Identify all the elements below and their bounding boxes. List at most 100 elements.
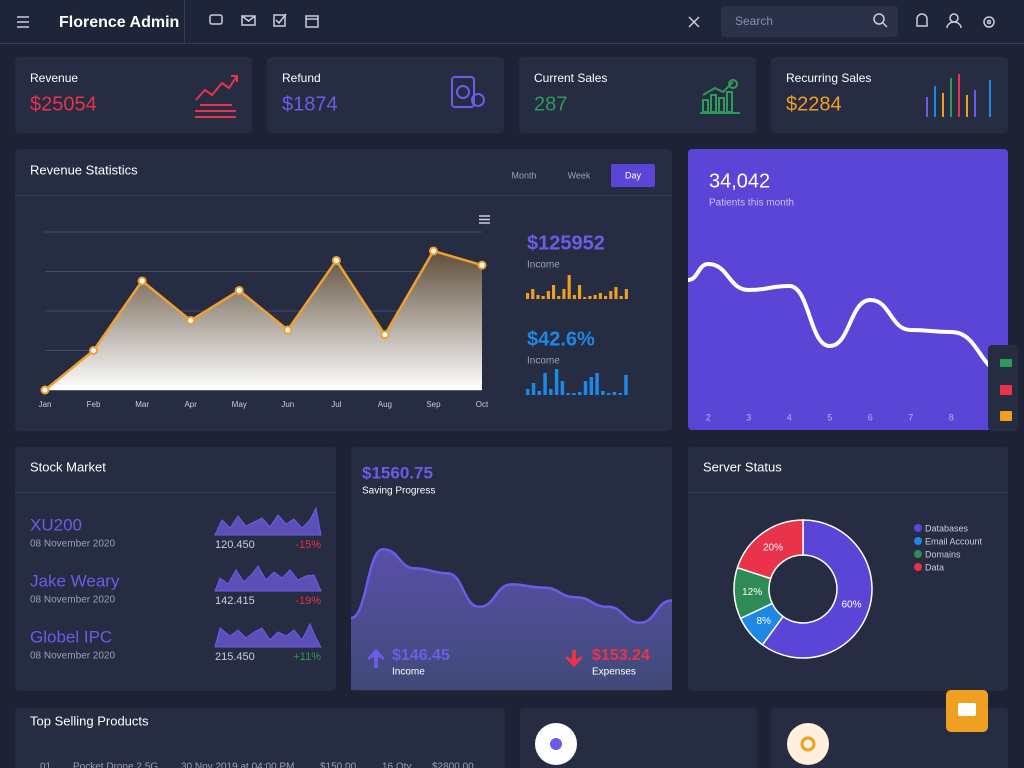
point [40, 385, 50, 395]
tab-active-bg[interactable] [611, 164, 655, 187]
legend-label: Email Account [925, 536, 983, 546]
settings-icon[interactable] [983, 16, 995, 28]
stat-label: Current Sales [534, 71, 607, 85]
menu-button[interactable] [17, 16, 29, 28]
stock-date: 08 November 2020 [30, 651, 115, 662]
legend-swatch [914, 563, 922, 571]
toolbar-icon[interactable] [1000, 359, 1012, 367]
stat-card [267, 57, 504, 133]
legend-label: Databases [925, 523, 969, 533]
slice-label: 20% [763, 542, 783, 553]
area [45, 250, 482, 390]
stat-value: $2284 [786, 93, 842, 115]
line [44, 249, 483, 391]
mini-bar [567, 275, 571, 299]
mini-bar [572, 295, 576, 299]
tab[interactable]: Day [625, 170, 642, 180]
toolbar-icon[interactable] [1000, 385, 1012, 395]
donut-slice [736, 519, 804, 580]
toolbar-icon[interactable] [1000, 411, 1012, 421]
table-cell: $150.00 [320, 762, 357, 768]
patients-chart: 2 3 4 5 6 7 8 [687, 261, 1009, 422]
stock-rows: XU200 08 November 2020 120.450 -15% Jake Wea… [30, 506, 322, 663]
mini-bar [566, 393, 570, 395]
point [89, 346, 99, 355]
patients-value: 34,042 [709, 170, 770, 192]
task-icon[interactable] [273, 13, 287, 27]
x-tick-label: Apr [184, 400, 197, 409]
x-tick-label: Oct [476, 400, 489, 409]
mini-bar [552, 285, 556, 299]
point [283, 325, 293, 335]
mini-bar [612, 392, 617, 395]
x-tick-label: Sep [426, 400, 441, 409]
mini-bar [560, 381, 565, 395]
mini-bar [593, 295, 597, 299]
search-icon[interactable] [873, 13, 888, 28]
mini-bar [589, 377, 594, 395]
saving-label: Saving Progress [362, 486, 435, 497]
saving-chart [350, 547, 673, 690]
stat-value: 287 [534, 93, 567, 115]
revenue-icon [195, 75, 238, 118]
income-value: $146.45 [392, 647, 450, 664]
stock-change: -19% [295, 595, 321, 607]
mini-bar [583, 381, 588, 395]
calendar-icon[interactable] [305, 15, 319, 28]
stock-card [15, 447, 336, 691]
mini-bar [624, 289, 628, 299]
side-stat-label: Income [527, 260, 560, 271]
fullscreen-icon[interactable] [688, 16, 700, 28]
mini-bar [606, 393, 611, 395]
recurring-icon [926, 74, 991, 117]
x-tick-label: 7 [908, 412, 913, 422]
point [137, 276, 147, 286]
notification-icon[interactable] [916, 13, 928, 27]
stock-date: 08 November 2020 [30, 539, 115, 550]
mini-bar [531, 383, 536, 395]
card-title: Server Status [703, 459, 782, 474]
x-tick-label: 8 [949, 412, 954, 422]
mini-bar [595, 373, 599, 395]
stat-card [771, 57, 1008, 133]
stock-change: -15% [295, 539, 321, 551]
top-selling-rows: 01 Pocket Drone 2.5G 30 Nov 2019 at 04:00 … [40, 762, 474, 768]
mini-bar [609, 291, 613, 299]
mini-bar [554, 369, 559, 395]
mini-bar [557, 296, 561, 299]
x-tick-label: 6 [868, 412, 873, 422]
mini-bar [619, 296, 623, 299]
expense-label: Expenses [592, 667, 636, 678]
info-icon [787, 723, 829, 765]
mini-bar [546, 291, 550, 299]
mini-bar [601, 391, 605, 395]
saving-value: $1560.75 [362, 463, 433, 482]
refund-icon [451, 76, 485, 108]
sparkline [214, 622, 322, 648]
stat-label: Refund [282, 71, 321, 85]
mini-bar [578, 392, 582, 395]
stat-card [15, 57, 252, 133]
line [350, 547, 673, 625]
tab[interactable]: Week [568, 170, 591, 180]
mini-bar [562, 289, 566, 299]
sparkline [214, 565, 322, 592]
x-tick-label: May [232, 400, 247, 409]
legend-swatch [914, 524, 922, 532]
tab[interactable]: Month [511, 170, 536, 180]
mail-icon[interactable] [241, 15, 256, 26]
line [687, 261, 1009, 376]
mini-bar [526, 389, 530, 395]
stat-label: Revenue [30, 71, 78, 85]
point [186, 315, 196, 325]
chart-menu[interactable] [479, 215, 490, 224]
chat-icon[interactable] [209, 14, 223, 25]
stock-name: Jake Weary [30, 571, 120, 590]
search-box[interactable] [721, 6, 898, 37]
user-icon[interactable] [946, 13, 962, 29]
chat-button-glyph[interactable] [958, 703, 976, 716]
mini-bar [583, 297, 587, 299]
mini-bar [543, 373, 547, 395]
search-placeholder: Search [735, 14, 773, 28]
